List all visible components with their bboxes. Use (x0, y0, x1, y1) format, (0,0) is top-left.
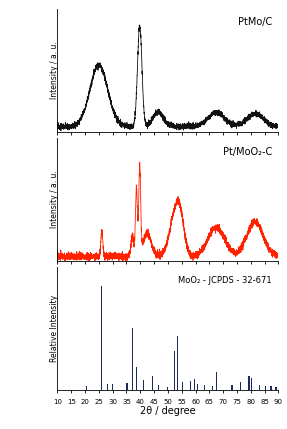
Bar (112, 384, 113, 390)
Bar (251, 378, 252, 390)
Bar (249, 376, 250, 390)
Bar (177, 336, 178, 390)
Bar (212, 386, 213, 390)
Bar (193, 379, 195, 390)
Bar (86, 386, 87, 390)
Bar (152, 376, 153, 390)
Bar (126, 383, 128, 390)
Bar (259, 385, 260, 390)
Bar (167, 387, 168, 390)
Text: MoO₂ - JCPDS - 32-671: MoO₂ - JCPDS - 32-671 (178, 276, 272, 285)
Y-axis label: Intensity / a. u.: Intensity / a. u. (50, 41, 59, 99)
Text: Pt/MoO₂-C: Pt/MoO₂-C (222, 147, 272, 157)
Bar (135, 367, 137, 390)
Bar (204, 385, 205, 390)
Bar (190, 381, 191, 390)
Bar (270, 386, 272, 390)
Bar (240, 382, 241, 390)
Text: PtMo/C: PtMo/C (238, 17, 272, 27)
Bar (143, 380, 144, 390)
Bar (101, 286, 102, 390)
Bar (182, 382, 183, 390)
Bar (197, 384, 198, 390)
Bar (265, 386, 266, 390)
Y-axis label: Intensity / a. u.: Intensity / a. u. (50, 171, 59, 228)
Bar (132, 328, 133, 390)
X-axis label: 2θ / degree: 2θ / degree (140, 406, 196, 416)
Bar (275, 387, 277, 390)
Bar (107, 384, 108, 390)
Bar (174, 351, 175, 390)
Bar (231, 385, 232, 390)
Y-axis label: Relative Intensity: Relative Intensity (50, 295, 59, 363)
Bar (216, 372, 217, 390)
Bar (158, 385, 159, 390)
